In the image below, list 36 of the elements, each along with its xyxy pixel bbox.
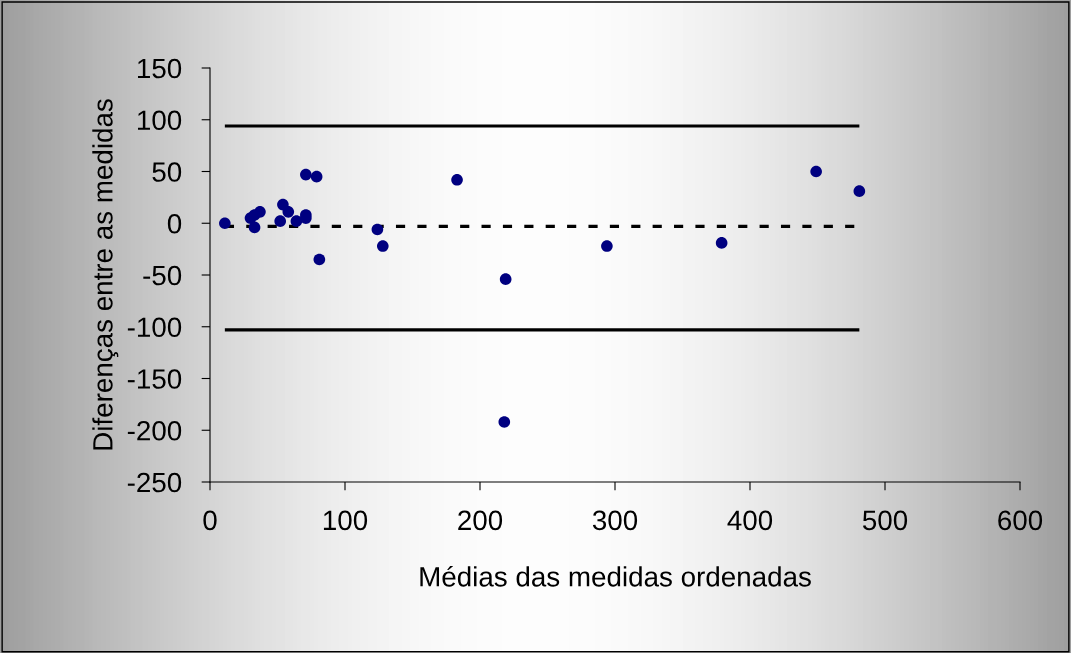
point — [499, 273, 512, 285]
y-tick-label: 50 — [152, 162, 182, 182]
x-tick-label: 400 — [727, 510, 773, 531]
y-axis-title: Diferenças entre as medidas — [92, 99, 119, 450]
point — [310, 170, 323, 183]
point — [451, 173, 463, 186]
y-tick-label: -200 — [127, 420, 182, 441]
point — [282, 206, 295, 218]
x-axis-title: Médias das medidas ordenadas — [420, 565, 811, 587]
point — [254, 206, 266, 218]
y-tick-label: -250 — [127, 472, 182, 493]
point — [248, 221, 261, 234]
x-tick-label: 100 — [323, 510, 368, 531]
point — [313, 253, 326, 266]
point — [498, 416, 511, 428]
y-tick-label: -100 — [127, 317, 182, 338]
x-tick-label: 300 — [592, 510, 638, 531]
point — [601, 240, 613, 252]
point — [219, 217, 231, 230]
x-tick-label: 200 — [458, 510, 503, 531]
point — [376, 240, 389, 252]
x-tick-label: 500 — [862, 510, 908, 531]
point — [371, 223, 384, 236]
point — [290, 215, 303, 227]
point — [853, 185, 866, 197]
y-tick-label: 150 — [138, 58, 182, 79]
point — [274, 215, 287, 227]
y-tick-label: -150 — [127, 369, 182, 389]
point — [300, 168, 312, 181]
y-tick-label: 100 — [138, 110, 182, 131]
point — [810, 165, 822, 178]
y-tick-label: -50 — [143, 265, 182, 286]
x-tick-label: 0 — [203, 510, 217, 531]
y-tick-label: 0 — [167, 213, 182, 234]
point — [715, 237, 728, 249]
x-tick-label: 600 — [998, 510, 1043, 531]
